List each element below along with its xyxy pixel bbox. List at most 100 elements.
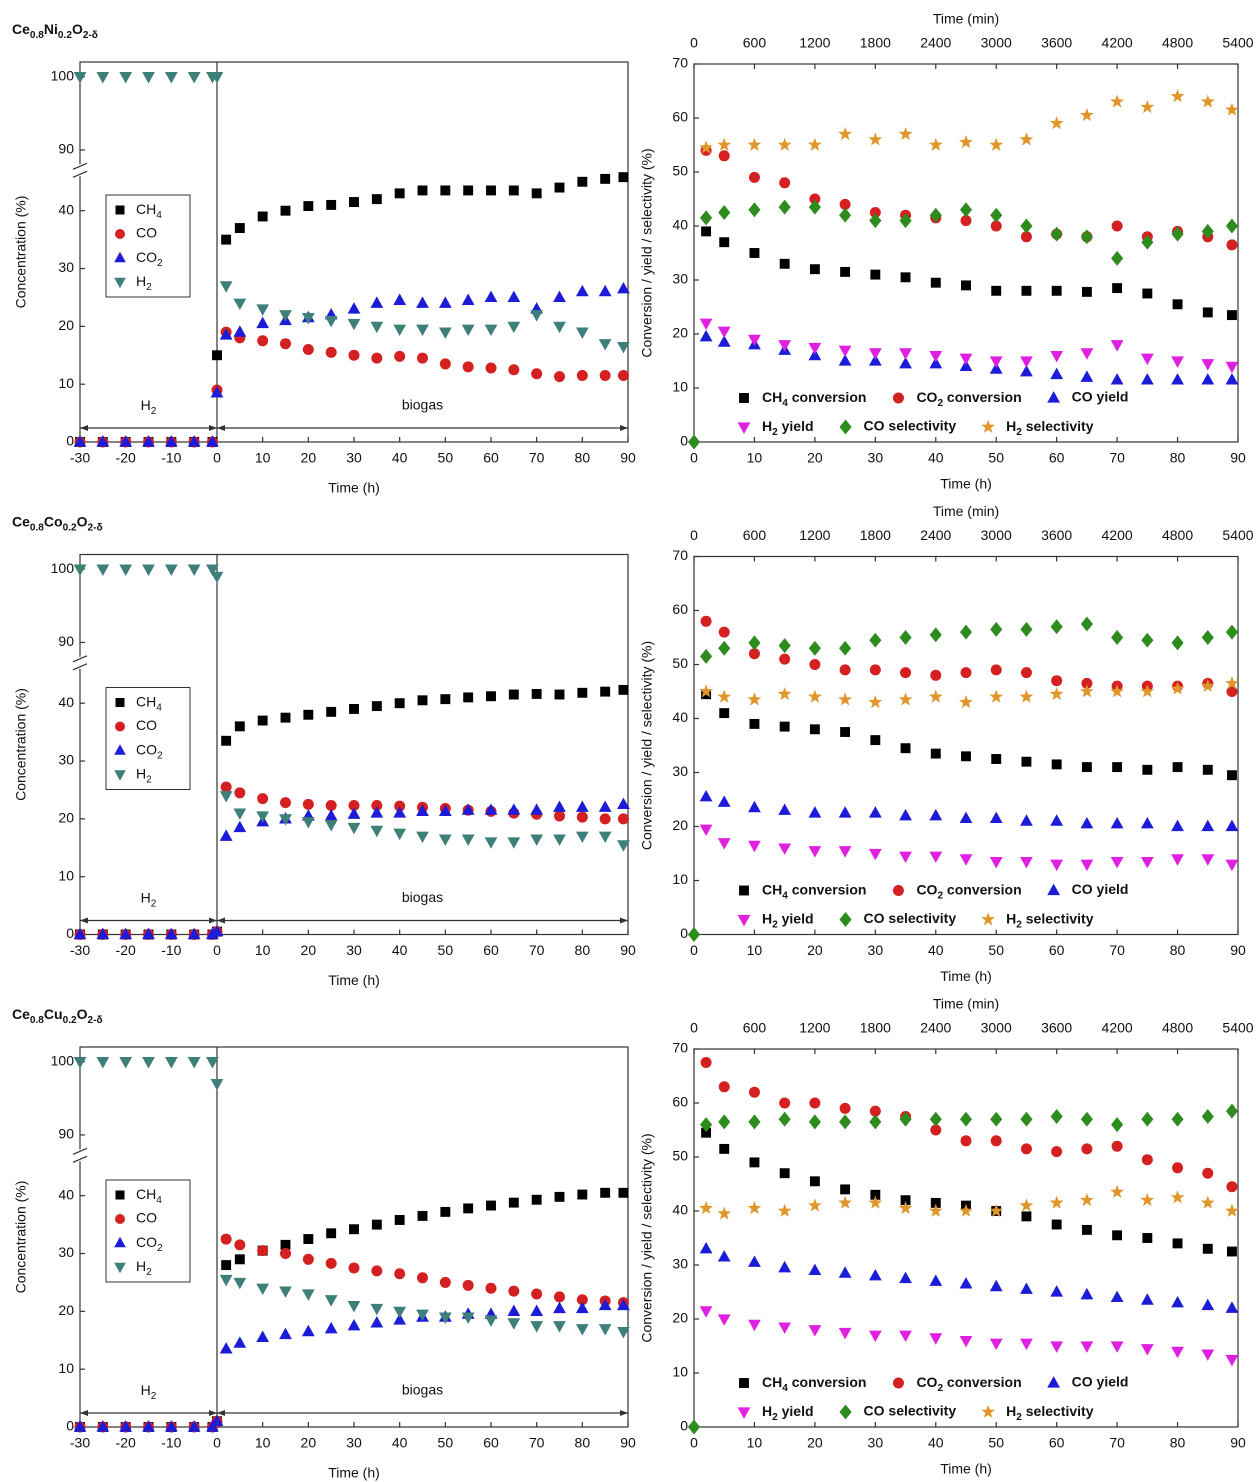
data-point (508, 364, 520, 376)
x-tick-label: 80 (1170, 450, 1186, 466)
x-tick-label: 40 (392, 1435, 408, 1451)
data-point (868, 695, 883, 709)
data-point (699, 684, 713, 698)
x-tick-label: 70 (529, 1435, 545, 1451)
y-tick-label: 0 (66, 433, 74, 449)
data-point (394, 800, 406, 812)
subscript: 4 (782, 1383, 788, 1394)
data-point (1111, 250, 1124, 266)
subscript: 2-δ (83, 30, 98, 41)
data-point (142, 1057, 155, 1069)
data-point (1141, 1111, 1154, 1127)
legend-label: H2 yield (762, 910, 814, 930)
x-tick-label: 50 (988, 450, 1004, 466)
data-point (164, 564, 178, 576)
data-point (233, 820, 247, 833)
data-point (989, 856, 1003, 869)
data-point (575, 1324, 589, 1336)
x-axis-label: Time (h) (328, 972, 380, 988)
data-point (748, 171, 760, 183)
x-tick-label: 70 (529, 942, 545, 958)
legend-marker (737, 1407, 751, 1419)
legend-label: H2 (136, 273, 152, 293)
y-tick-label: 0 (680, 433, 688, 449)
data-point (508, 1197, 519, 1208)
data-point (718, 150, 730, 162)
data-point (221, 735, 232, 746)
data-point (530, 1321, 544, 1333)
data-point (461, 324, 475, 337)
y-tick-label: 40 (672, 217, 688, 233)
data-point (325, 346, 337, 358)
data-point (461, 293, 475, 305)
data-point (1080, 1341, 1094, 1353)
data-point (928, 689, 943, 703)
data-point (234, 1239, 246, 1251)
x-tick-label: -10 (161, 1435, 181, 1451)
text-run: H (141, 1382, 151, 1398)
data-point (1201, 1109, 1214, 1124)
text-run: conversion (943, 389, 1022, 405)
data-point (371, 194, 382, 205)
data-point (577, 687, 588, 698)
data-point (617, 797, 630, 810)
data-point (839, 640, 852, 656)
data-point (1081, 286, 1092, 297)
data-point (187, 1057, 201, 1069)
data-point (324, 315, 338, 328)
text-run: yield (778, 910, 814, 926)
data-point (930, 748, 941, 759)
data-point (233, 808, 247, 820)
data-point (617, 840, 630, 852)
data-point (748, 635, 761, 651)
data-point (700, 615, 712, 627)
data-point (1050, 619, 1063, 635)
data-point (164, 72, 178, 84)
data-point (1225, 1103, 1239, 1119)
data-point (748, 1086, 760, 1098)
data-point (1172, 299, 1183, 310)
data-point (898, 1201, 913, 1215)
data-point (1020, 364, 1033, 377)
data-point (1225, 676, 1239, 690)
x-tick-label: 90 (620, 450, 636, 466)
data-point (1020, 667, 1032, 679)
data-point (748, 1255, 761, 1267)
data-point (1049, 686, 1064, 701)
data-point (1049, 116, 1064, 130)
text-run: CH (136, 201, 156, 217)
data-point (507, 837, 521, 849)
y-tick-label: 10 (58, 1360, 74, 1376)
data-point (1020, 814, 1033, 826)
text-run: conversion (788, 389, 867, 405)
y-tick-label: 60 (672, 109, 688, 125)
x-tick-label: 0 (213, 1435, 221, 1451)
data-point (507, 1304, 521, 1316)
data-point (347, 822, 361, 835)
data-point (347, 807, 361, 819)
x-axis-label: Time (h) (940, 1461, 992, 1477)
data-point (718, 640, 731, 656)
data-point (1141, 632, 1154, 648)
y-tick-label: 50 (672, 655, 688, 671)
data-point (1081, 762, 1092, 773)
data-point (617, 1298, 630, 1311)
data-point (960, 1135, 972, 1147)
x2-tick-label: 5400 (1222, 35, 1253, 51)
data-point (1080, 616, 1093, 632)
data-point (1225, 218, 1239, 234)
arrow-head (80, 917, 88, 924)
x-tick-label: 20 (301, 450, 317, 466)
data-point (717, 335, 731, 347)
text-run: H (136, 765, 146, 781)
arrow-head (620, 1410, 628, 1416)
text-run: Ce (12, 513, 30, 529)
legend-label: CO (136, 225, 157, 241)
data-point (899, 630, 912, 645)
x-tick-label: 30 (346, 450, 362, 466)
data-point (929, 851, 943, 864)
subscript: 2 (1016, 919, 1022, 930)
text-run: CO (136, 741, 157, 757)
data-point (96, 435, 110, 447)
